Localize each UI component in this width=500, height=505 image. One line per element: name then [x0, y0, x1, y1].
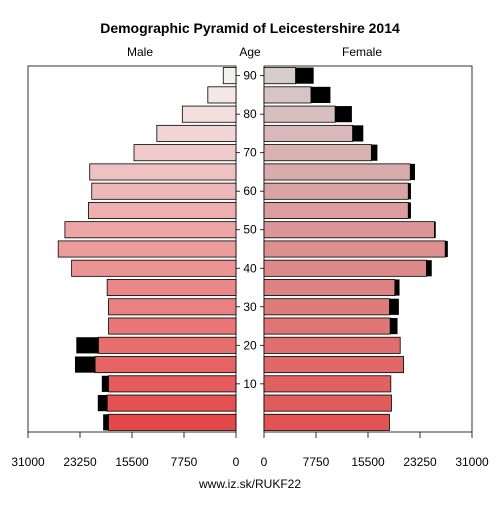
female-bar	[263, 124, 353, 142]
male-bar	[57, 240, 237, 258]
female-excess-bar	[394, 279, 400, 296]
plot-area: 10 20 30 40 50 60 70 80 90 31000 23250 15500 7750 0 0 7…	[11, 65, 489, 469]
female-bar	[263, 413, 390, 431]
male-bar	[106, 394, 237, 412]
male-excess-bar	[103, 414, 109, 431]
x-tick-label-left: 0	[233, 455, 240, 469]
x-tick-label-left: 15500	[115, 455, 149, 469]
age-tick-label: 20	[243, 338, 257, 352]
female-excess-bar	[295, 67, 314, 84]
female-bar	[263, 201, 409, 219]
x-tick-label-right: 0	[261, 455, 268, 469]
male-bar	[133, 144, 237, 162]
age-tick-label: 60	[243, 184, 257, 198]
x-tick-label-right: 23250	[403, 455, 437, 469]
age-tick-label: 40	[243, 261, 257, 275]
female-bar	[263, 336, 401, 354]
male-excess-bar	[101, 375, 109, 392]
male-bar	[89, 163, 237, 181]
male-excess-bar	[97, 395, 108, 412]
chart-title: Demographic Pyramid of Leicestershire 20…	[100, 20, 400, 36]
x-tick-label-right: 15500	[351, 455, 385, 469]
x-tick-label-left: 7750	[171, 455, 198, 469]
age-tick-label: 80	[243, 107, 257, 121]
male-excess-bar	[76, 337, 99, 354]
female-bar	[263, 298, 390, 316]
female-bar	[263, 375, 392, 393]
female-excess-bar	[410, 163, 415, 181]
male-bar	[87, 201, 237, 219]
source-caption: www.iz.sk/RUKF22	[198, 477, 301, 491]
female-bar	[263, 240, 446, 258]
male-bar	[98, 336, 237, 354]
male-bar	[181, 105, 237, 123]
male-bar	[222, 67, 237, 85]
male-bar	[156, 124, 237, 142]
male-bar	[71, 259, 237, 277]
female-excess-bar	[426, 260, 432, 277]
female-excess-bar	[408, 183, 411, 200]
x-tick-label-left: 23250	[63, 455, 97, 469]
female-bar	[263, 182, 409, 200]
female-excess-bar	[390, 317, 398, 335]
x-tick-label-right: 31000	[455, 455, 489, 469]
female-bar	[263, 67, 296, 85]
female-bar	[263, 105, 336, 123]
male-bar	[207, 86, 237, 104]
female-label: Female	[342, 45, 382, 59]
female-excess-bar	[408, 202, 411, 219]
female-bar	[263, 86, 312, 104]
male-bar	[108, 298, 237, 316]
age-label: Age	[239, 45, 261, 59]
male-bar	[108, 375, 237, 393]
female-bar	[263, 356, 404, 374]
x-tick-label-left: 31000	[11, 455, 45, 469]
male-bar	[106, 279, 237, 297]
female-excess-bar	[445, 240, 448, 258]
female-excess-bar	[434, 221, 436, 238]
age-tick-label: 10	[243, 377, 257, 391]
female-excess-bar	[335, 106, 352, 123]
male-bar	[94, 356, 237, 374]
female-bar	[263, 259, 427, 277]
x-tick-label-right: 7750	[303, 455, 330, 469]
female-excess-bar	[352, 125, 364, 142]
female-bar	[263, 144, 372, 162]
age-tick-label: 90	[243, 69, 257, 83]
male-bar	[91, 182, 237, 200]
female-bar	[263, 221, 435, 239]
male-bar	[108, 413, 237, 431]
male-label: Male	[127, 45, 153, 59]
female-bar	[263, 163, 411, 181]
male-bar	[64, 221, 237, 239]
female-bar	[263, 317, 391, 335]
female-excess-bar	[389, 298, 399, 315]
age-tick-label: 30	[243, 300, 257, 314]
female-bar	[263, 279, 396, 297]
female-excess-bar	[371, 144, 378, 161]
age-tick-label: 50	[243, 223, 257, 237]
male-excess-bar	[74, 356, 96, 373]
female-excess-bar	[310, 86, 331, 103]
male-bar	[108, 317, 237, 335]
age-tick-label: 70	[243, 146, 257, 160]
female-bar	[263, 394, 392, 412]
